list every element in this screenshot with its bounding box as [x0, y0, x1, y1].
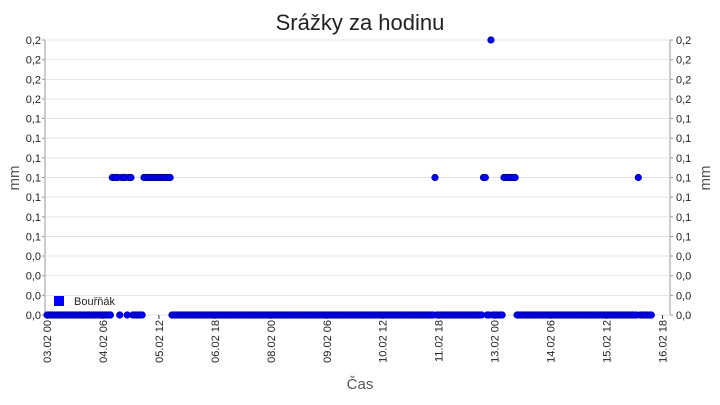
x-tick-label: 05.02 12: [154, 320, 166, 363]
y2-tick-label: 0,1: [676, 231, 691, 243]
y2-tick-label: 0,1: [676, 192, 691, 204]
y-tick-label: 0,1: [26, 173, 41, 185]
point: [127, 173, 135, 182]
y-tick-label: 0,0: [26, 290, 41, 302]
y-axis-label: mm: [6, 166, 23, 191]
x-tick-label: 04.02 06: [98, 320, 110, 363]
y-tick-label: 0,2: [26, 94, 41, 106]
y2-tick-label: 0,2: [676, 74, 691, 86]
point: [647, 311, 655, 319]
y-tick-label: 0,1: [26, 114, 41, 126]
y2-axis-label: mm: [697, 166, 714, 191]
x-tick-label: 08.02 00: [266, 320, 278, 363]
x-tick-label: 06.02 18: [210, 320, 222, 363]
y-tick-label: 0,1: [26, 231, 41, 243]
chart-title: Srážky za hodinu: [276, 10, 445, 35]
point: [634, 173, 642, 182]
x-tick-label: 16.02 18: [658, 320, 670, 363]
y2-tick-label: 0,0: [676, 251, 691, 263]
point: [138, 311, 146, 319]
y2-tick-label: 0,1: [676, 114, 691, 126]
y-tick-label: 0,1: [26, 153, 41, 165]
y-tick-label: 0,1: [26, 133, 41, 145]
y2-tick-label: 0,0: [676, 271, 691, 283]
y-tick-label: 0,1: [26, 212, 41, 224]
point: [431, 173, 439, 182]
y-tick-label: 0,2: [26, 74, 41, 86]
y2-tick-label: 0,0: [676, 310, 691, 322]
legend-swatch: [54, 296, 64, 306]
x-axis-label: Čas: [347, 376, 374, 393]
y2-tick-label: 0,1: [676, 153, 691, 165]
y-tick-label: 0,1: [26, 192, 41, 204]
x-tick-label: 10.02 12: [378, 320, 390, 363]
y-tick-label: 0,0: [26, 310, 41, 322]
x-tick-label: 14.02 06: [546, 320, 558, 363]
point: [498, 311, 506, 319]
y-tick-label: 0,2: [26, 35, 41, 47]
y2-tick-label: 0,1: [676, 212, 691, 224]
x-tick-label: 09.02 06: [322, 320, 334, 363]
y2-tick-label: 0,2: [676, 55, 691, 67]
y2-tick-label: 0,2: [676, 94, 691, 106]
y2-tick-label: 0,1: [676, 173, 691, 185]
y2-tick-label: 0,2: [676, 35, 691, 47]
x-tick-label: 15.02 12: [602, 320, 614, 363]
point: [116, 311, 124, 319]
point: [106, 311, 115, 319]
point: [481, 173, 489, 182]
y-tick-label: 0,2: [26, 55, 41, 67]
y-tick-label: 0,0: [26, 271, 41, 283]
point: [166, 173, 174, 182]
x-tick-label: 03.02 00: [42, 320, 54, 363]
legend-label: Bouřňák: [74, 296, 115, 308]
x-tick-label: 11.02 18: [434, 320, 446, 362]
point: [511, 173, 519, 182]
x-tick-label: 13.02 00: [490, 320, 502, 363]
y2-tick-label: 0,1: [676, 133, 691, 145]
y-tick-label: 0,0: [26, 251, 41, 263]
y2-tick-label: 0,0: [676, 290, 691, 302]
point: [487, 36, 495, 44]
